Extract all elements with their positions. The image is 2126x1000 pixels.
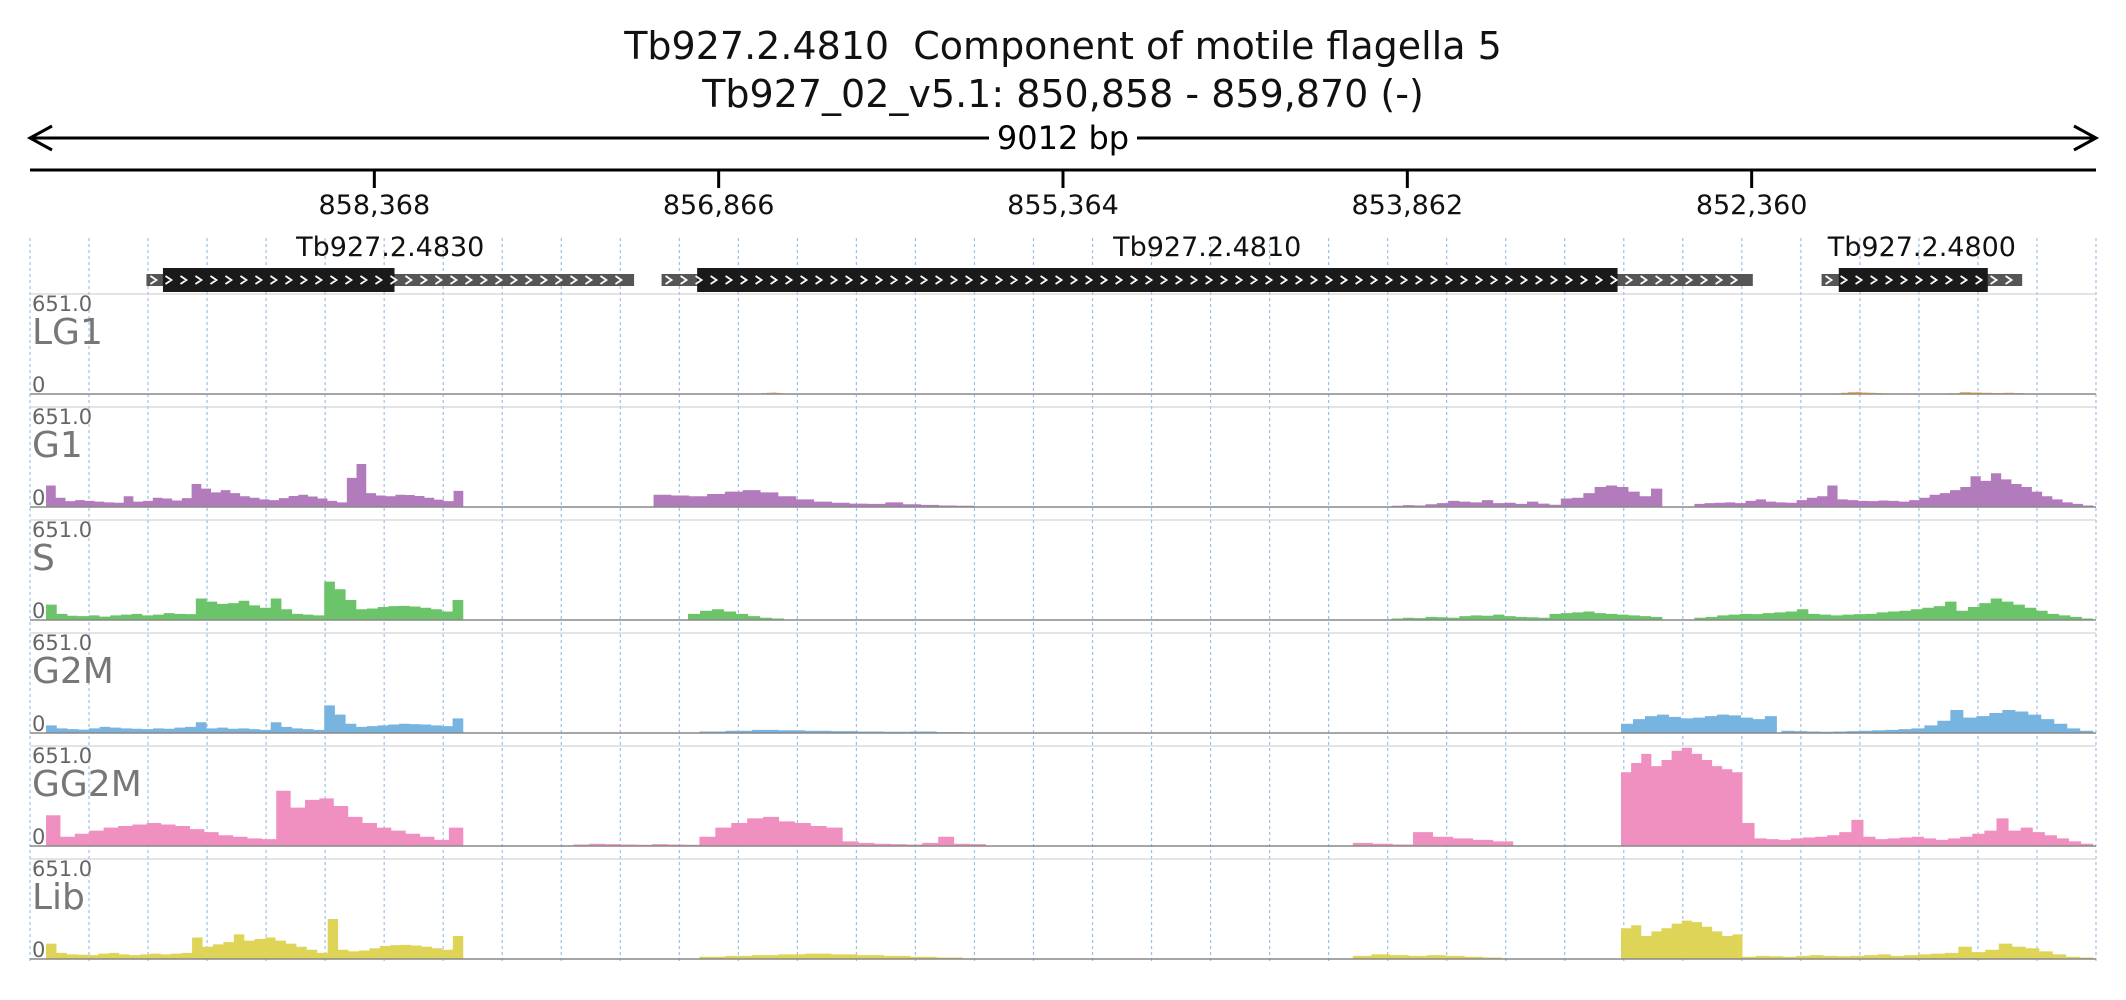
axis-tick-label: 858,368 bbox=[319, 190, 431, 221]
gene-model: Tb927.2.4800 bbox=[1821, 232, 2023, 292]
track-g1: 651.0G1 0 bbox=[30, 405, 2096, 510]
title-block: Tb927.2.4810 Component of motile flagell… bbox=[0, 22, 2126, 118]
track-s: 651.0S 0 bbox=[30, 518, 2096, 623]
coverage-area bbox=[1781, 709, 2094, 733]
track-name: GG2M bbox=[32, 764, 142, 805]
track-zero-label: 0 bbox=[32, 825, 45, 849]
gene-model: Tb927.2.4830 bbox=[146, 232, 635, 292]
coverage-area bbox=[1742, 943, 2094, 959]
gene-label: Tb927.2.4830 bbox=[295, 232, 484, 263]
axis-tick-label: 852,360 bbox=[1696, 190, 1808, 221]
strand-chevrons bbox=[665, 275, 1739, 285]
coverage-area bbox=[46, 919, 464, 959]
coverage-area bbox=[46, 463, 464, 507]
coverage-area bbox=[1391, 611, 1663, 620]
track-max-label: 651.0 bbox=[32, 292, 92, 316]
coverage-area bbox=[653, 490, 975, 507]
gene-cds bbox=[1838, 268, 1988, 292]
coverage-area bbox=[1352, 954, 1502, 959]
strand-chevrons bbox=[1825, 275, 2014, 285]
coverage-area bbox=[699, 816, 986, 846]
coverage-area bbox=[1620, 714, 1777, 733]
track-name: G2M bbox=[32, 651, 114, 692]
coverage-area bbox=[46, 581, 464, 620]
coverage-area bbox=[1620, 747, 1743, 846]
coverage-area bbox=[699, 953, 964, 959]
track-name: S bbox=[32, 538, 55, 579]
track-zero-label: 0 bbox=[32, 373, 45, 397]
track-max-label: 651.0 bbox=[32, 405, 92, 429]
track-max-label: 651.0 bbox=[32, 744, 92, 768]
track-zero-label: 0 bbox=[32, 712, 45, 736]
axis-tick-label: 853,862 bbox=[1352, 190, 1464, 221]
axis-tick-label: 856,866 bbox=[663, 190, 775, 221]
region-coordinates: Tb927_02_v5.1: 850,858 - 859,870 (-) bbox=[702, 72, 1424, 116]
coverage-area bbox=[687, 609, 785, 620]
track-zero-label: 0 bbox=[32, 938, 45, 962]
strand-chevrons bbox=[149, 275, 624, 285]
track-zero-label: 0 bbox=[32, 599, 45, 623]
coverage-area bbox=[46, 705, 464, 733]
coverage-area bbox=[1694, 598, 2094, 620]
coverage-area bbox=[1352, 832, 1514, 846]
track-max-label: 651.0 bbox=[32, 518, 92, 542]
gene-label: Tb927.2.4810 bbox=[1112, 232, 1301, 263]
track-max-label: 651.0 bbox=[32, 631, 92, 655]
track-name: G1 bbox=[32, 425, 83, 466]
coverage-area bbox=[46, 790, 464, 846]
coverage-area bbox=[1391, 485, 1663, 507]
gene-title: Tb927.2.4810 Component of motile flagell… bbox=[624, 24, 1502, 68]
span-arrow-left-head bbox=[26, 124, 53, 152]
axis-tick-label: 855,364 bbox=[1007, 190, 1119, 221]
track-name: Lib bbox=[32, 877, 85, 918]
track-max-label: 651.0 bbox=[32, 857, 92, 881]
region-span-label: 9012 bp bbox=[0, 118, 2126, 158]
coverage-area bbox=[699, 729, 964, 733]
track-zero-label: 0 bbox=[32, 486, 45, 510]
coverage-area bbox=[1620, 920, 1743, 959]
span-arrow-right-head bbox=[2073, 124, 2100, 152]
gene-cds bbox=[162, 268, 395, 292]
gene-model: Tb927.2.4810 bbox=[661, 232, 1753, 292]
track-name: LG1 bbox=[32, 312, 103, 353]
grid-lines bbox=[29, 238, 2097, 963]
coverage-area bbox=[1742, 818, 2094, 846]
gene-label: Tb927.2.4800 bbox=[1827, 232, 2016, 263]
coverage-area bbox=[1694, 473, 2094, 507]
